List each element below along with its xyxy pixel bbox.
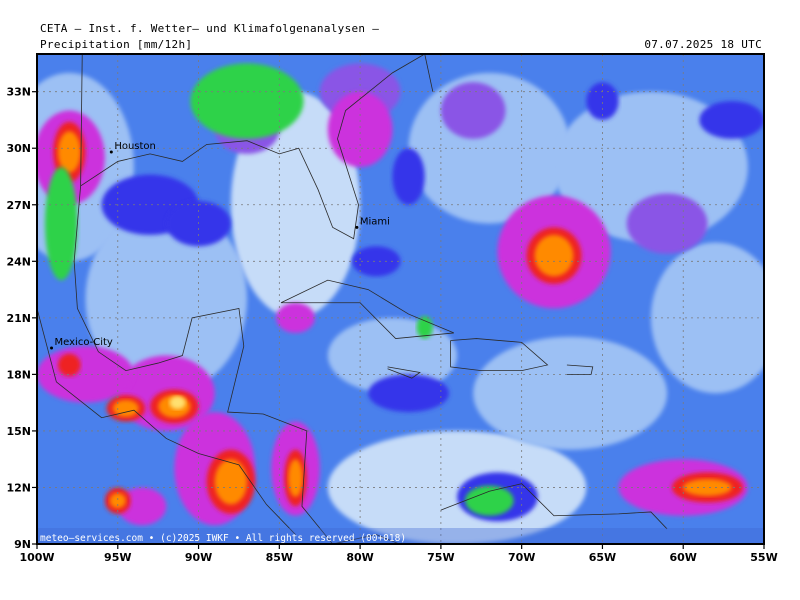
coastline	[566, 364, 594, 375]
lon-tick-label: 70W	[508, 551, 535, 564]
credit-band	[37, 528, 764, 544]
yellow-band-yucatan	[169, 396, 186, 410]
blue-contour-jamaica	[368, 374, 449, 413]
lat-tick-label: 33N	[6, 86, 31, 99]
lat-tick-label: 15N	[6, 425, 31, 438]
lon-tick-label: 80W	[346, 551, 373, 564]
credit-text: meteo–services.com • (c)2025 IWKF • All …	[40, 533, 406, 544]
light-band-atlantic-south	[650, 242, 764, 394]
coastline	[450, 338, 549, 372]
city-label: Mexico-City	[55, 337, 113, 348]
lon-tick-label: 60W	[669, 551, 696, 564]
green-contour-texas-coast	[45, 167, 78, 281]
lon-tick-label: 90W	[185, 551, 212, 564]
chart-title: CETA – Inst. f. Wetter– und Klimafolgena…	[40, 22, 380, 35]
lon-tick-label: 100W	[19, 551, 54, 564]
lat-tick-label: 21N	[6, 312, 31, 325]
orange-band-pacific	[109, 493, 126, 509]
lon-tick-label: 65W	[589, 551, 616, 564]
coastline	[424, 54, 434, 92]
lat-tick-label: 30N	[6, 142, 31, 155]
blue-contour-atlantic	[586, 82, 619, 120]
city-marker	[50, 346, 54, 350]
lon-tick-label: 55W	[750, 551, 777, 564]
light-band-gulf	[85, 204, 248, 394]
lon-tick-label: 75W	[427, 551, 454, 564]
coastline	[73, 54, 333, 544]
lat-tick-label: 24N	[6, 255, 31, 268]
orange-band-storm	[534, 234, 574, 277]
blue-contour-bahamas	[392, 148, 425, 205]
coastlines	[37, 54, 668, 544]
lon-tick-label: 85W	[266, 551, 293, 564]
city-labels: Houston Miami Mexico-City	[50, 141, 390, 350]
valid-time: 07.07.2025 18 UTC	[644, 38, 762, 51]
lat-tick-label: 9N	[14, 538, 31, 551]
lon-tick-label: 95W	[104, 551, 131, 564]
blue-contour-cuba	[352, 246, 401, 277]
coastline	[387, 366, 421, 379]
coastline	[80, 54, 425, 240]
city-label: Houston	[114, 141, 156, 152]
green-contour-alabama	[190, 63, 304, 139]
orange-band-texas	[58, 131, 81, 173]
lat-tick-label: 27N	[6, 199, 31, 212]
coastline	[440, 483, 668, 530]
city-label: Miami	[360, 216, 390, 227]
city-marker	[109, 150, 113, 154]
red-band-mexico	[58, 353, 81, 377]
orange-band-honduras	[214, 459, 248, 505]
lat-tick-label: 18N	[6, 368, 31, 381]
purple-band-atlantic	[440, 82, 506, 139]
orange-band-windwards	[683, 478, 732, 496]
city-marker	[355, 225, 359, 229]
lat-tick-label: 12N	[6, 481, 31, 494]
blue-contour-atlantic-east	[699, 101, 764, 139]
light-band-leewards	[473, 336, 668, 450]
map-frame	[36, 53, 765, 545]
variable-label: Precipitation [mm/12h]	[40, 38, 193, 51]
orange-band-nicaragua	[288, 459, 303, 497]
purple-band-atlantic-east	[626, 193, 708, 254]
coastline	[280, 279, 454, 339]
green-contour-venezuela	[465, 485, 514, 516]
coastline	[37, 308, 296, 535]
green-contour-haiti	[416, 315, 433, 339]
axis-ticks: 100W 95W 90W 85W 80W 75W 70W 65W 60W 55W 9N 12N 15N 1…	[6, 86, 777, 564]
orange-band-chiapas	[112, 399, 139, 417]
